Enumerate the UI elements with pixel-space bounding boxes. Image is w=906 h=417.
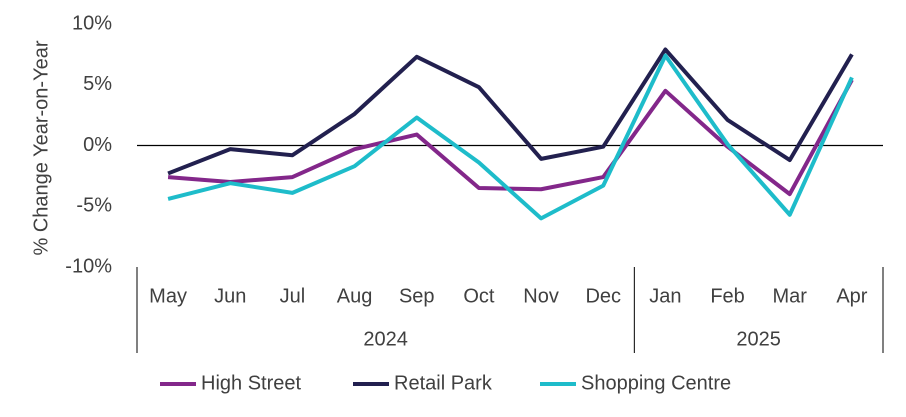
x-tick-label: Feb [710,285,744,307]
series-line [167,47,854,176]
legend-label: High Street [201,372,301,394]
x-tick-label: Jan [649,285,681,307]
group-label: 2025 [736,328,781,350]
series-line [167,78,854,197]
y-tick-label: 5% [83,73,112,95]
y-tick-label: -5% [76,195,112,217]
y-tick-label: 10% [72,12,112,34]
group-label: 2024 [363,328,408,350]
y-tick-label: 0% [83,134,112,156]
x-tick-label: Sep [399,285,435,307]
x-tick-label: May [149,285,187,307]
x-tick-label: Apr [836,285,867,307]
series-line [167,53,854,221]
x-tick-label: Oct [463,285,495,307]
x-tick-label: Mar [773,285,808,307]
x-tick-label: Jul [280,285,306,307]
y-axis-label: % Change Year-on-Year [30,40,52,255]
y-tick-label: -10% [65,255,112,277]
x-tick-label: Dec [585,285,621,307]
x-tick-label: Nov [523,285,559,307]
legend-label: Retail Park [394,372,493,394]
x-tick-label: Jun [214,285,246,307]
x-tick-label: Aug [337,285,373,307]
legend-label: Shopping Centre [581,372,731,394]
